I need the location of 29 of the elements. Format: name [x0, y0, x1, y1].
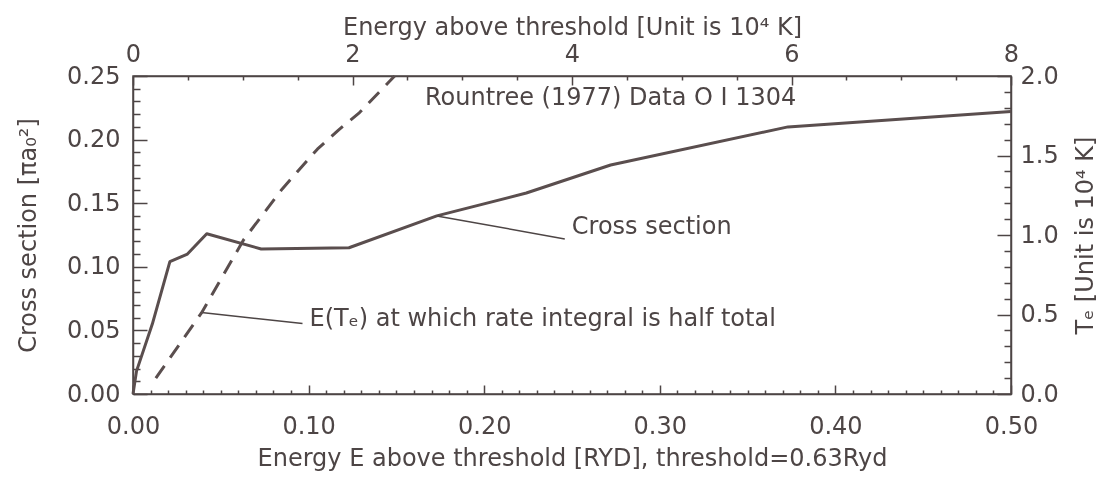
y-tick-label: 0.25 [67, 61, 121, 90]
x-tick-label: 0.20 [457, 411, 512, 440]
x-tick-label: 0.40 [809, 411, 863, 440]
x-tick-label: 0.10 [282, 411, 336, 440]
y-tick-label: 0.10 [67, 252, 121, 281]
x2-tick-label: 8 [1003, 39, 1020, 68]
annotation: E(Tₑ) at which rate integral is half total [309, 303, 776, 332]
x2-tick-label: 4 [564, 39, 581, 68]
y2-tick-label: 0.0 [1020, 379, 1059, 408]
annotation: Cross section [571, 211, 732, 240]
y-tick-label: 0.00 [67, 379, 121, 408]
y2-tick-label: 0.5 [1020, 300, 1059, 328]
x2-tick-label: 0 [125, 39, 142, 68]
y-tick-label: 0.15 [67, 188, 121, 217]
y2-tick-label: 1.0 [1020, 220, 1059, 249]
x-axis-title: Energy E above threshold [RYD], threshold=0.63Ryd [257, 443, 888, 472]
x2-tick-label: 6 [784, 39, 800, 68]
x2-tick-label: 2 [345, 39, 361, 68]
x-tick-label: 0.30 [633, 411, 688, 440]
y2-tick-label: 1.5 [1020, 141, 1059, 169]
y2-tick-label: 2.0 [1020, 61, 1059, 90]
x2-axis-title: Energy above threshold [Unit is 10⁴ K] [342, 12, 803, 41]
x-tick-label: 0.00 [106, 411, 161, 440]
chart-title: Rountree (1977) Data O I 1304 [425, 83, 797, 111]
y-tick-label: 0.20 [67, 125, 121, 154]
y-axis-title: Cross section [πa₀²] [13, 118, 42, 353]
y2-axis-title: Tₑ [Unit is 10⁴ K] [1070, 136, 1099, 336]
y-tick-label: 0.05 [67, 315, 121, 344]
x-tick-label: 0.50 [984, 411, 1039, 440]
